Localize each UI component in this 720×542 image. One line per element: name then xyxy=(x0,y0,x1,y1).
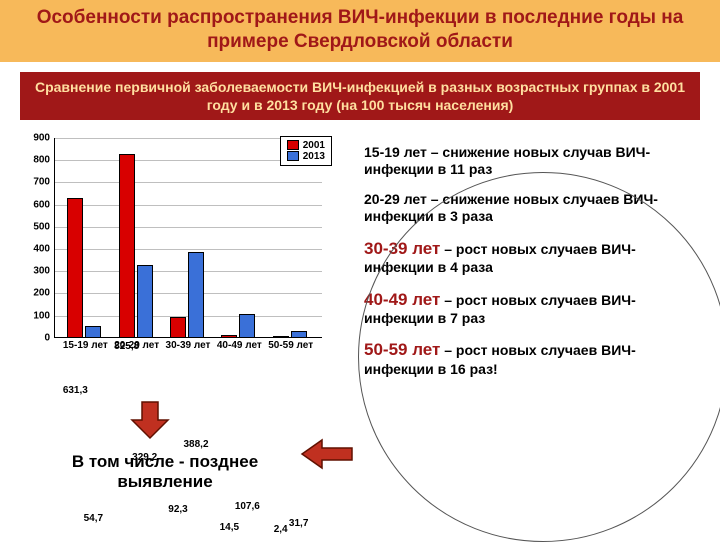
info-text: 15-19 лет – снижение новых случав ВИЧ-ин… xyxy=(358,136,702,400)
y-tick: 500 xyxy=(18,221,50,232)
bar-value-label: 31,7 xyxy=(289,518,308,529)
y-tick: 800 xyxy=(18,155,50,166)
arrow-down-icon xyxy=(130,400,170,440)
info-p1: 15-19 лет – снижение новых случав ВИЧ-ин… xyxy=(364,144,696,179)
info-p5: 50-59 лет – рост новых случаев ВИЧ-инфек… xyxy=(364,339,696,378)
x-tick-label: 20-29 лет xyxy=(112,340,162,351)
bar xyxy=(67,198,83,338)
bar xyxy=(239,314,255,338)
legend-swatch xyxy=(287,140,299,150)
info-column: 15-19 лет – снижение новых случав ВИЧ-ин… xyxy=(358,130,702,400)
chart-column: 631,354,7825,8329,292,3388,214,5107,62,4… xyxy=(18,130,358,400)
hl-30-39: 30-39 лет xyxy=(364,239,440,258)
y-tick: 200 xyxy=(18,288,50,299)
x-tick-label: 30-39 лет xyxy=(163,340,213,351)
legend-label: 2013 xyxy=(303,151,325,162)
bar-value-label: 107,6 xyxy=(235,501,260,512)
bar xyxy=(221,335,237,338)
legend-label: 2001 xyxy=(303,140,325,151)
bar xyxy=(291,331,307,338)
legend-swatch xyxy=(287,151,299,161)
late-detection-text: В том числе - позднее выявление xyxy=(30,452,300,492)
hl-40-49: 40-49 лет xyxy=(364,290,440,309)
bar xyxy=(137,265,153,338)
y-tick: 0 xyxy=(18,332,50,343)
x-tick-label: 50-59 лет xyxy=(266,340,316,351)
content: 631,354,7825,8329,292,3388,214,5107,62,4… xyxy=(0,120,720,400)
legend-item: 2001 xyxy=(287,140,325,151)
bar xyxy=(188,252,204,338)
x-tick-label: 40-49 лет xyxy=(214,340,264,351)
bar-value-label: 388,2 xyxy=(183,439,208,450)
bar-value-label: 14,5 xyxy=(220,522,239,533)
bar xyxy=(85,326,101,338)
title-band: Особенности распространения ВИЧ-инфекции… xyxy=(0,0,720,62)
bar xyxy=(273,336,289,338)
page-title: Особенности распространения ВИЧ-инфекции… xyxy=(10,6,710,54)
bar xyxy=(170,317,186,338)
chart-legend: 20012013 xyxy=(280,136,332,166)
info-p3: 30-39 лет – рост новых случаев ВИЧ-инфек… xyxy=(364,238,696,277)
arrow-left-icon xyxy=(300,438,354,470)
y-tick: 400 xyxy=(18,243,50,254)
y-tick: 600 xyxy=(18,199,50,210)
y-tick: 300 xyxy=(18,266,50,277)
bar-value-label: 2,4 xyxy=(274,524,288,535)
y-tick: 700 xyxy=(18,177,50,188)
subtitle: Сравнение первичной заболеваемости ВИЧ-и… xyxy=(30,78,690,114)
x-tick-label: 15-19 лет xyxy=(60,340,110,351)
y-tick: 100 xyxy=(18,310,50,321)
bar-chart: 631,354,7825,8329,292,3388,214,5107,62,4… xyxy=(18,130,338,380)
y-tick: 900 xyxy=(18,132,50,143)
subtitle-band: Сравнение первичной заболеваемости ВИЧ-и… xyxy=(20,72,700,120)
info-p2: 20-29 лет – снижение новых случаев ВИЧ-и… xyxy=(364,191,696,226)
hl-50-59: 50-59 лет xyxy=(364,340,440,359)
bar-value-label: 92,3 xyxy=(168,504,187,515)
legend-item: 2013 xyxy=(287,151,325,162)
bar-value-label: 631,3 xyxy=(63,385,88,396)
bar-value-label: 54,7 xyxy=(84,513,103,524)
bar xyxy=(119,154,135,338)
chart-bars: 631,354,7825,8329,292,3388,214,5107,62,4… xyxy=(54,138,322,338)
info-p4: 40-49 лет – рост новых случаев ВИЧ-инфек… xyxy=(364,289,696,328)
